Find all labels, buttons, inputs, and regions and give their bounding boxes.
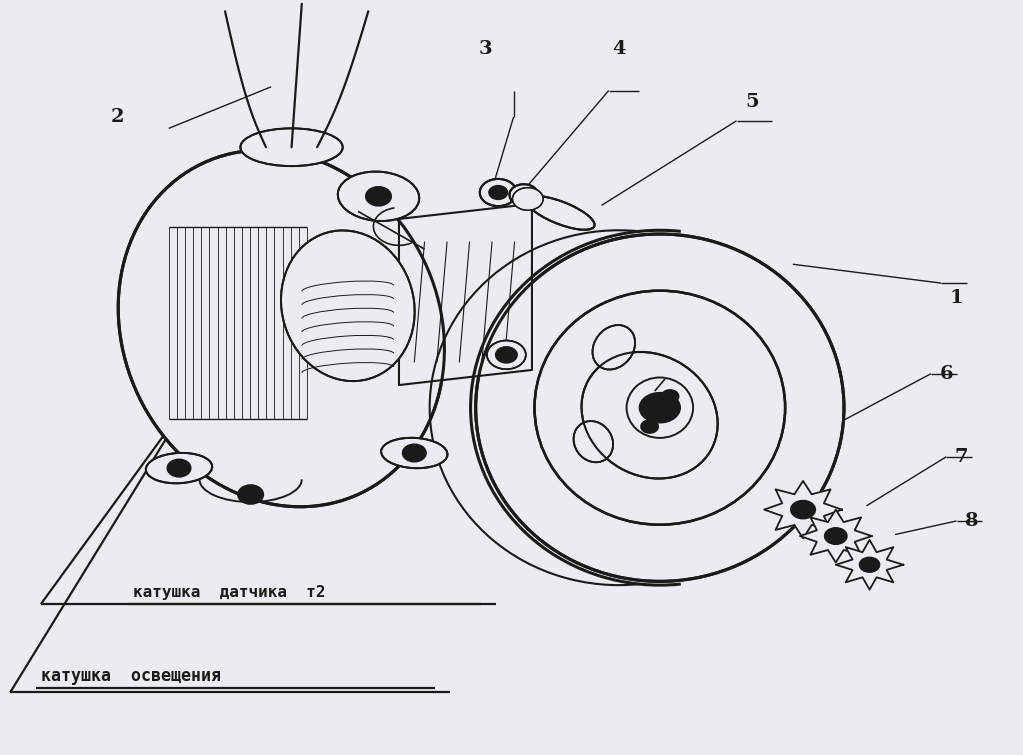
- Circle shape: [480, 179, 517, 206]
- Circle shape: [366, 187, 391, 205]
- Text: катушка  освещения: катушка освещения: [41, 667, 221, 685]
- Ellipse shape: [574, 421, 613, 462]
- Circle shape: [641, 421, 658, 433]
- Ellipse shape: [338, 171, 419, 221]
- Text: 8: 8: [965, 512, 979, 530]
- Ellipse shape: [626, 378, 694, 438]
- Ellipse shape: [281, 230, 414, 381]
- Ellipse shape: [119, 150, 444, 507]
- Circle shape: [509, 184, 538, 205]
- Circle shape: [517, 190, 531, 200]
- Circle shape: [662, 390, 678, 402]
- Text: 2: 2: [110, 108, 125, 126]
- Polygon shape: [399, 204, 532, 385]
- Text: катушка  датчика  т2: катушка датчика т2: [133, 585, 325, 600]
- Text: катушка  датчика  Д1: катушка датчика Д1: [445, 327, 620, 342]
- Text: 5: 5: [745, 93, 759, 111]
- Ellipse shape: [535, 291, 786, 525]
- Ellipse shape: [146, 453, 212, 483]
- Ellipse shape: [527, 196, 594, 230]
- Polygon shape: [800, 510, 872, 562]
- Circle shape: [496, 347, 517, 362]
- Polygon shape: [764, 481, 842, 538]
- Text: 3: 3: [479, 40, 493, 58]
- Circle shape: [403, 445, 426, 461]
- Circle shape: [238, 485, 263, 504]
- Ellipse shape: [240, 128, 343, 166]
- Ellipse shape: [592, 325, 635, 369]
- Circle shape: [513, 187, 543, 211]
- Text: 1: 1: [949, 289, 964, 307]
- Polygon shape: [836, 540, 903, 590]
- Circle shape: [168, 460, 190, 476]
- Circle shape: [859, 557, 880, 572]
- Text: 4: 4: [612, 40, 626, 58]
- Ellipse shape: [382, 438, 447, 468]
- Circle shape: [489, 186, 507, 199]
- Ellipse shape: [487, 341, 526, 369]
- Ellipse shape: [581, 352, 718, 479]
- Text: 7: 7: [954, 448, 969, 466]
- Text: катушка  зарядная;: катушка зарядная;: [445, 294, 603, 310]
- Text: 6: 6: [939, 365, 953, 383]
- Circle shape: [791, 501, 815, 519]
- Circle shape: [639, 393, 680, 423]
- Circle shape: [825, 528, 847, 544]
- Ellipse shape: [476, 234, 844, 581]
